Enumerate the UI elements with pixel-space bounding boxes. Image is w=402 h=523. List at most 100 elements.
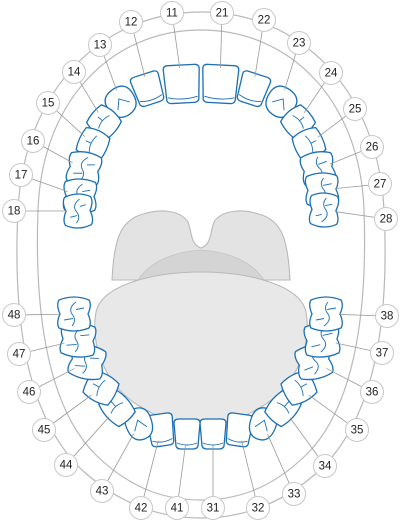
tooth-13[interactable]	[101, 81, 142, 122]
leader-line-38	[338, 314, 376, 317]
tooth-label-36[interactable]: 36	[360, 380, 384, 404]
tooth-label-48[interactable]: 48	[2, 303, 26, 327]
tooth-label-11-circle	[160, 1, 184, 25]
tooth-label-32-text: 32	[252, 503, 265, 515]
tooth-label-28-circle	[374, 207, 398, 231]
leader-line-27	[334, 184, 369, 190]
tooth-42[interactable]	[145, 412, 176, 448]
tooth-label-25[interactable]: 25	[343, 97, 367, 121]
tooth-label-46-circle	[17, 380, 41, 404]
tooth-label-24-circle	[319, 61, 343, 85]
tooth-label-18[interactable]: 18	[2, 199, 26, 223]
tooth-12[interactable]	[129, 70, 166, 108]
tooth-label-23[interactable]: 23	[287, 31, 311, 55]
tooth-32-crown	[225, 412, 255, 448]
leader-line-43	[107, 433, 135, 481]
tooth-14-groove	[97, 115, 110, 129]
tooth-28-crown	[308, 192, 340, 228]
tooth-32[interactable]	[224, 412, 255, 448]
tooth-37-crown	[303, 322, 341, 358]
tooth-label-43[interactable]: 43	[90, 479, 114, 503]
tooth-21-crown	[202, 63, 240, 105]
leader-line-46	[39, 368, 75, 387]
tooth-label-41[interactable]: 41	[165, 496, 189, 520]
tooth-22[interactable]	[234, 70, 272, 108]
tooth-label-33-text: 33	[288, 489, 301, 501]
tooth-label-17-text: 17	[15, 170, 28, 182]
tooth-label-26-text: 26	[366, 142, 379, 154]
tooth-18[interactable]	[62, 193, 94, 229]
tooth-38[interactable]	[309, 296, 343, 332]
leader-line-47	[30, 342, 65, 352]
tooth-label-23-text: 23	[293, 38, 306, 50]
tooth-label-34[interactable]: 34	[313, 454, 337, 478]
tooth-22-groove	[238, 94, 262, 103]
tooth-label-42[interactable]: 42	[129, 496, 153, 520]
tooth-label-15[interactable]: 15	[36, 91, 60, 115]
tooth-label-44[interactable]: 44	[54, 453, 78, 477]
tooth-35-groove	[294, 379, 308, 396]
leader-line-48	[25, 313, 62, 316]
tooth-label-23-circle	[287, 31, 311, 55]
tooth-label-22[interactable]: 22	[252, 8, 276, 32]
tooth-label-35[interactable]: 35	[345, 418, 369, 442]
tooth-label-21[interactable]: 21	[210, 1, 234, 25]
tooth-label-14-text: 14	[68, 67, 81, 79]
tooth-label-26[interactable]: 26	[360, 135, 384, 159]
tooth-label-27[interactable]: 27	[368, 172, 392, 196]
tooth-label-12[interactable]: 12	[119, 10, 143, 34]
tooth-label-33[interactable]: 33	[282, 482, 306, 506]
tooth-label-31[interactable]: 31	[201, 496, 225, 520]
leader-line-26	[329, 151, 362, 165]
tooth-label-47[interactable]: 47	[7, 342, 31, 366]
tooth-label-17[interactable]: 17	[9, 163, 33, 187]
tooth-label-35-text: 35	[351, 425, 364, 437]
leader-line-41	[178, 444, 186, 497]
tooth-48[interactable]	[57, 296, 91, 332]
tooth-label-32[interactable]: 32	[246, 496, 270, 520]
tooth-label-15-circle	[36, 91, 60, 115]
tooth-label-34-text: 34	[319, 461, 332, 473]
tooth-21[interactable]	[201, 63, 240, 105]
leader-line-36	[326, 368, 362, 387]
tooth-label-46[interactable]: 46	[17, 380, 41, 404]
tooth-31[interactable]	[199, 418, 227, 450]
tooth-11[interactable]	[162, 63, 201, 105]
tooth-label-45[interactable]: 45	[32, 418, 56, 442]
tooth-label-28[interactable]: 28	[374, 207, 398, 231]
tooth-label-14-circle	[62, 60, 86, 84]
tooth-label-37[interactable]: 37	[370, 341, 394, 365]
tooth-label-42-circle	[129, 496, 153, 520]
tooth-28[interactable]	[308, 192, 340, 228]
tooth-37-groove	[311, 327, 333, 353]
leader-line-28	[334, 211, 375, 218]
tooth-label-11-text: 11	[166, 8, 178, 20]
tooth-label-22-text: 22	[258, 15, 271, 27]
leader-line-35	[308, 394, 348, 424]
tooth-41[interactable]	[173, 418, 201, 450]
tooth-16-groove	[73, 157, 95, 181]
tooth-43-groove	[134, 419, 148, 432]
tooth-label-12-text: 12	[125, 17, 138, 29]
tooth-label-13-circle	[88, 33, 112, 57]
tooth-label-31-circle	[201, 496, 225, 520]
tooth-label-35-circle	[345, 418, 369, 442]
tooth-label-45-circle	[32, 418, 56, 442]
tooth-label-14[interactable]: 14	[62, 60, 86, 84]
tooth-48-crown	[57, 296, 91, 332]
tooth-label-11[interactable]: 11	[160, 1, 184, 25]
tooth-label-16[interactable]: 16	[21, 129, 45, 153]
tooth-label-25-circle	[343, 97, 367, 121]
tooth-label-28-text: 28	[380, 214, 393, 226]
tooth-label-38[interactable]: 38	[375, 304, 399, 328]
tooth-37[interactable]	[303, 322, 341, 358]
tooth-label-13[interactable]: 13	[88, 33, 112, 57]
tooth-label-47-circle	[7, 342, 31, 366]
tooth-label-24[interactable]: 24	[319, 61, 343, 85]
tooth-label-22-circle	[252, 8, 276, 32]
tooth-47[interactable]	[59, 322, 97, 358]
tooth-label-24-text: 24	[325, 68, 338, 80]
tooth-label-38-circle	[375, 304, 399, 328]
tooth-38-groove	[315, 301, 337, 327]
